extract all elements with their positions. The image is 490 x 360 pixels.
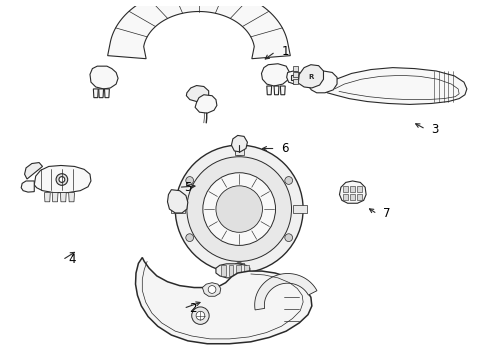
Text: 6: 6 xyxy=(281,142,289,155)
Polygon shape xyxy=(294,205,307,213)
Polygon shape xyxy=(172,205,185,213)
Text: 2: 2 xyxy=(189,302,197,315)
Polygon shape xyxy=(267,86,271,95)
Polygon shape xyxy=(343,194,348,200)
Polygon shape xyxy=(294,79,298,84)
Polygon shape xyxy=(291,75,298,80)
Circle shape xyxy=(187,157,292,261)
Circle shape xyxy=(175,145,303,273)
Polygon shape xyxy=(136,257,312,344)
Polygon shape xyxy=(308,71,337,93)
Polygon shape xyxy=(294,66,298,71)
Polygon shape xyxy=(340,181,366,203)
Circle shape xyxy=(192,307,209,324)
Polygon shape xyxy=(323,68,467,104)
Circle shape xyxy=(196,311,205,320)
Circle shape xyxy=(235,148,243,156)
Polygon shape xyxy=(195,95,217,113)
Polygon shape xyxy=(298,65,323,88)
Text: R: R xyxy=(308,74,314,80)
Polygon shape xyxy=(94,89,98,98)
Circle shape xyxy=(56,174,68,185)
Text: 7: 7 xyxy=(383,207,391,220)
Circle shape xyxy=(203,173,275,246)
Polygon shape xyxy=(90,66,118,89)
Polygon shape xyxy=(244,265,249,276)
Text: 4: 4 xyxy=(68,253,75,266)
Circle shape xyxy=(208,285,216,293)
Polygon shape xyxy=(287,71,301,84)
Polygon shape xyxy=(221,265,225,276)
Circle shape xyxy=(216,186,263,232)
Polygon shape xyxy=(357,194,362,200)
Circle shape xyxy=(186,234,194,242)
Polygon shape xyxy=(235,263,244,277)
Polygon shape xyxy=(24,163,43,179)
Polygon shape xyxy=(294,72,298,77)
Polygon shape xyxy=(202,283,221,296)
Polygon shape xyxy=(255,274,317,310)
Polygon shape xyxy=(98,89,103,98)
Polygon shape xyxy=(262,64,290,86)
Polygon shape xyxy=(34,166,91,193)
Polygon shape xyxy=(228,265,233,276)
Polygon shape xyxy=(69,193,74,202)
Polygon shape xyxy=(350,186,355,192)
Text: 1: 1 xyxy=(281,45,289,58)
Polygon shape xyxy=(21,181,34,192)
Polygon shape xyxy=(350,194,355,200)
Polygon shape xyxy=(274,86,279,95)
Polygon shape xyxy=(236,265,241,276)
Polygon shape xyxy=(168,190,188,213)
Polygon shape xyxy=(45,193,50,202)
Polygon shape xyxy=(343,186,348,192)
Circle shape xyxy=(285,177,293,184)
Polygon shape xyxy=(235,141,244,155)
Circle shape xyxy=(285,234,293,242)
Polygon shape xyxy=(104,89,109,98)
Polygon shape xyxy=(216,264,250,278)
Polygon shape xyxy=(231,135,247,152)
Polygon shape xyxy=(357,186,362,192)
Circle shape xyxy=(186,177,194,184)
Circle shape xyxy=(235,262,243,270)
Polygon shape xyxy=(60,193,66,202)
Circle shape xyxy=(59,177,65,183)
Polygon shape xyxy=(108,0,290,59)
Polygon shape xyxy=(52,193,58,202)
Polygon shape xyxy=(186,86,209,102)
Text: 5: 5 xyxy=(184,181,192,194)
Text: 3: 3 xyxy=(432,123,439,136)
Polygon shape xyxy=(280,86,285,95)
